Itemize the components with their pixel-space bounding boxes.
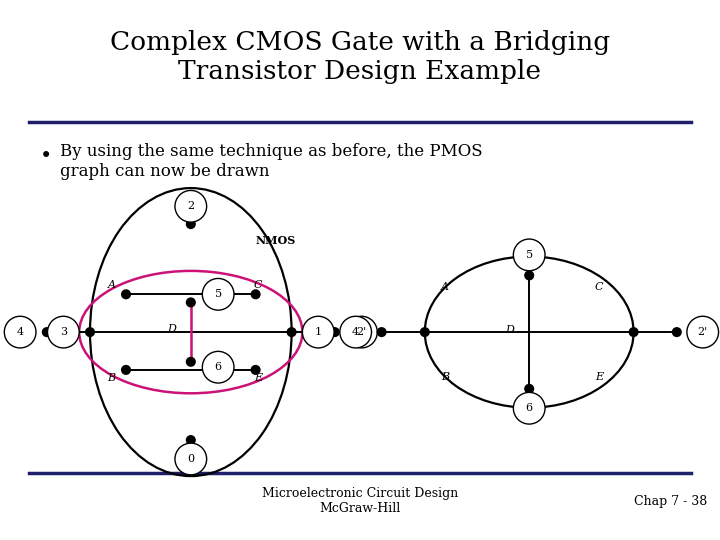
Ellipse shape: [121, 289, 131, 299]
Ellipse shape: [186, 298, 196, 307]
Ellipse shape: [524, 384, 534, 394]
Ellipse shape: [513, 393, 545, 424]
Text: 2': 2': [698, 327, 708, 337]
Text: •: •: [40, 146, 52, 166]
Text: 5: 5: [526, 250, 533, 260]
Ellipse shape: [340, 316, 372, 348]
Ellipse shape: [4, 316, 36, 348]
Text: 5: 5: [215, 289, 222, 299]
Ellipse shape: [302, 316, 334, 348]
Ellipse shape: [672, 327, 682, 337]
Ellipse shape: [251, 289, 261, 299]
Ellipse shape: [420, 327, 430, 337]
Text: 1: 1: [315, 327, 322, 337]
Text: Chap 7 - 38: Chap 7 - 38: [634, 495, 707, 508]
Text: 4: 4: [352, 327, 359, 337]
Text: 2': 2': [356, 327, 366, 337]
Ellipse shape: [121, 365, 131, 375]
Text: B: B: [441, 372, 449, 382]
Ellipse shape: [175, 191, 207, 222]
Text: 4: 4: [17, 327, 24, 337]
Ellipse shape: [42, 327, 52, 337]
Text: D: D: [167, 325, 176, 334]
Ellipse shape: [186, 357, 196, 367]
Ellipse shape: [202, 279, 234, 310]
Ellipse shape: [251, 365, 261, 375]
Ellipse shape: [377, 327, 387, 337]
Ellipse shape: [287, 327, 297, 337]
Ellipse shape: [186, 219, 196, 229]
Text: By using the same technique as before, the PMOS
graph can now be drawn: By using the same technique as before, t…: [60, 143, 482, 180]
Text: C: C: [253, 280, 262, 290]
Text: A: A: [441, 282, 449, 292]
Text: C: C: [595, 282, 603, 292]
Ellipse shape: [629, 327, 639, 337]
Text: NMOS: NMOS: [256, 235, 296, 246]
Text: 0: 0: [187, 454, 194, 464]
Text: D: D: [505, 326, 514, 335]
Ellipse shape: [186, 435, 196, 445]
Text: E: E: [253, 373, 262, 383]
Ellipse shape: [524, 271, 534, 280]
Text: B: B: [107, 373, 116, 383]
Ellipse shape: [330, 327, 340, 337]
Ellipse shape: [85, 327, 95, 337]
Text: 3: 3: [60, 327, 67, 337]
Ellipse shape: [687, 316, 719, 348]
Ellipse shape: [175, 443, 207, 475]
Text: E: E: [595, 372, 603, 382]
Ellipse shape: [48, 316, 79, 348]
Ellipse shape: [513, 239, 545, 271]
Text: 2: 2: [187, 201, 194, 211]
Ellipse shape: [346, 316, 377, 348]
Text: Microelectronic Circuit Design
McGraw-Hill: Microelectronic Circuit Design McGraw-Hi…: [262, 487, 458, 515]
Text: 6: 6: [526, 403, 533, 413]
Text: Complex CMOS Gate with a Bridging
Transistor Design Example: Complex CMOS Gate with a Bridging Transi…: [110, 30, 610, 84]
Ellipse shape: [202, 352, 234, 383]
Text: 6: 6: [215, 362, 222, 372]
Text: A: A: [107, 280, 116, 290]
